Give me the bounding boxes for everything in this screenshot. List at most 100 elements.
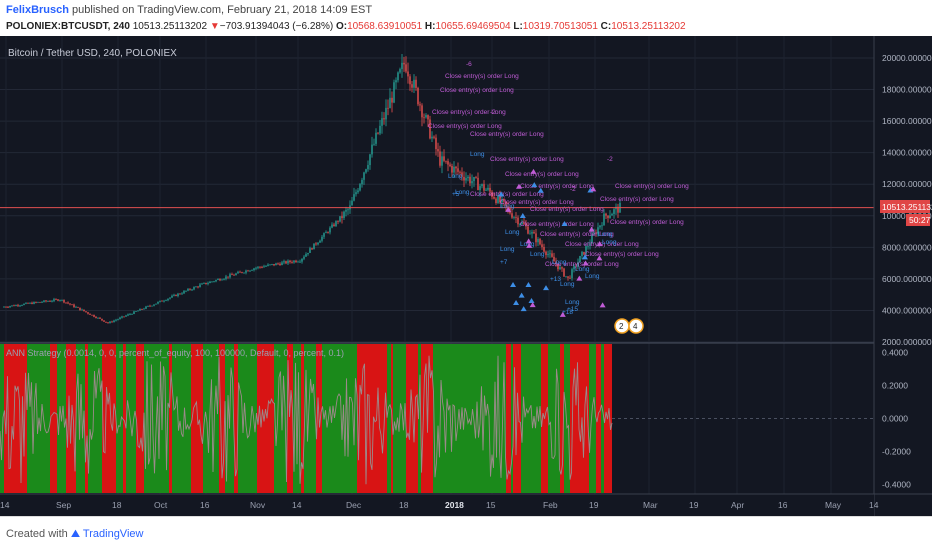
low-value: 10319.70513051 (522, 21, 598, 32)
close-long-signal: Close entry(s) order Long (545, 261, 619, 268)
candle-body (85, 311, 87, 313)
indicator-bar-green (244, 344, 254, 493)
candle-body (283, 261, 285, 263)
candle-body (341, 216, 343, 218)
candle-body (475, 177, 477, 178)
candle-body (433, 136, 435, 138)
countdown-tag-text: 50:27 (909, 215, 931, 225)
candle-body (617, 206, 619, 213)
candle-body (445, 160, 447, 162)
long-entry-signal: Long (585, 273, 600, 280)
time-tick-label: Mar (643, 500, 658, 510)
long-entry-signal: Long (565, 299, 580, 306)
time-tick-label: 18 (112, 500, 122, 510)
candle-body (213, 281, 215, 283)
candle-body (5, 306, 7, 308)
indicator-bar-red (123, 344, 126, 493)
candle-body (13, 305, 15, 307)
candle-body (97, 317, 99, 319)
trade-result-label: -2 (570, 186, 576, 193)
open-label: O: (335, 21, 348, 32)
candle-body (403, 62, 405, 65)
time-tick-label: 14 (292, 500, 302, 510)
indicator-bar-green (172, 344, 182, 493)
candle-body (165, 300, 167, 301)
indicator-bar-green (347, 344, 357, 493)
candle-body (345, 210, 347, 212)
candle-body (7, 307, 9, 308)
indicator-bar-green (548, 344, 555, 493)
candle-body (381, 118, 383, 126)
candle-body (483, 184, 485, 191)
candle-body (569, 277, 571, 279)
candle-body (305, 254, 307, 257)
candle-body (43, 300, 45, 302)
indicator-bar-green (126, 344, 129, 493)
candle-body (185, 290, 187, 292)
candle-body (379, 125, 381, 134)
candle-body (255, 267, 257, 269)
candle-body (251, 270, 253, 271)
indicator-bar-red (428, 344, 433, 493)
time-tick-label: Apr (731, 500, 744, 510)
indicator-bar-red (519, 344, 521, 493)
candle-body (611, 213, 613, 216)
candle-body (467, 176, 469, 179)
candle-body (61, 299, 63, 301)
indicator-bar-red (611, 344, 612, 493)
tradingview-link[interactable]: TradingView (82, 528, 144, 540)
low-label: L: (513, 21, 523, 32)
candle-body (451, 166, 453, 173)
close-value: 10513.25113202 (611, 21, 686, 32)
trade-result-label: +18 (562, 309, 573, 316)
candle-body (253, 268, 255, 271)
candle-body (369, 154, 371, 166)
candle-body (507, 206, 509, 209)
author-link[interactable]: FelixBrusch (6, 4, 69, 16)
candle-body (471, 181, 473, 184)
candle-body (449, 164, 451, 167)
indicator-axis[interactable]: 0.4000 0.2000 0.0000 -0.2000 -0.4000 (882, 347, 911, 489)
candle-body (549, 253, 551, 255)
candle-body (307, 252, 309, 255)
candle-body (485, 189, 487, 191)
price-axis[interactable]: 20000.00000000 18000.00000000 16000.000000… (873, 36, 932, 516)
candle-body (435, 137, 437, 150)
candle-body (125, 315, 127, 317)
indicator-line (0, 355, 613, 485)
price-change: −703.91394043 (−6.28%) (219, 21, 334, 32)
candle-body (535, 233, 537, 243)
candle-body (355, 192, 357, 195)
candle-body (195, 286, 197, 288)
candle-body (415, 79, 417, 88)
close-long-signal: Close entry(s) order Long (432, 109, 506, 116)
long-entry-signal: Long (500, 203, 515, 210)
candle-body (303, 256, 305, 259)
chart-canvas[interactable]: Close entry(s) order Long Close entry(s) … (0, 36, 932, 516)
long-entry-signal: Long (505, 229, 520, 236)
indicator-bar-red (367, 344, 370, 493)
candle-body (567, 276, 569, 278)
candle-body (479, 186, 481, 191)
event-badge-1[interactable]: 2 (614, 318, 630, 334)
long-entry-signal: Long (448, 173, 463, 180)
long-arrow-icon (537, 187, 544, 193)
candle-body (295, 260, 297, 263)
chart-area[interactable]: Close entry(s) order Long Close entry(s) … (0, 36, 932, 516)
indicator-bar-green (100, 344, 102, 493)
candle-body (365, 169, 367, 173)
candle-body (571, 269, 573, 279)
trade-result-label: +7 (500, 259, 508, 266)
candle-body (69, 303, 71, 305)
candle-body (339, 216, 341, 222)
event-badge-2[interactable]: 4 (628, 318, 644, 334)
time-tick-label: 14 (0, 500, 10, 510)
time-axis[interactable]: 14 Sep 18 Oct 16 Nov 14 Dec 18 2018 15 Feb 19 Mar 19 Ap… (0, 493, 932, 516)
candle-body (527, 226, 529, 234)
candle-body (197, 286, 199, 288)
candle-body (357, 190, 359, 193)
candle-body (23, 303, 25, 306)
candle-body (457, 168, 459, 172)
candle-body (363, 172, 365, 180)
close-arrow-icon (588, 226, 595, 232)
